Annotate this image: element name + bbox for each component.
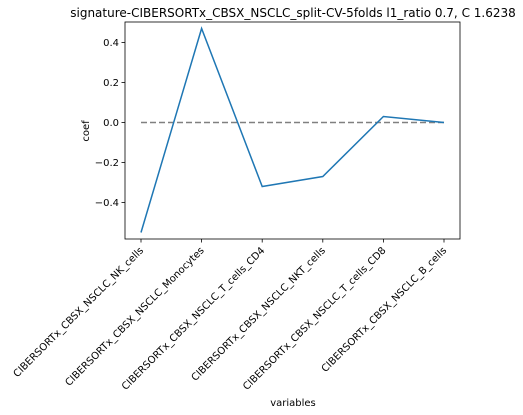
x-tick-label: CIBERSORTx_CBSX_NSCLC_NKT_cells bbox=[190, 245, 328, 383]
series-layer bbox=[141, 28, 444, 232]
y-tick-label: 0.0 bbox=[103, 118, 119, 129]
y-tick-label: 0.2 bbox=[103, 78, 119, 89]
x-tick-label: CIBERSORTx_CBSX_NSCLC_B_cells bbox=[320, 245, 449, 374]
chart-title: signature-CIBERSORTx_CBSX_NSCLC_split-CV… bbox=[70, 6, 516, 20]
y-axis-label: coef bbox=[81, 120, 92, 142]
y-tick-label: −0.4 bbox=[95, 198, 119, 209]
x-tick-label: CIBERSORTx_CBSX_NSCLC_NK_cells bbox=[12, 245, 147, 380]
x-axis-label: variables bbox=[270, 398, 316, 409]
y-tick-label: −0.2 bbox=[95, 158, 119, 169]
x-tick-label: CIBERSORTx_CBSX_NSCLC_Monocytes bbox=[63, 245, 206, 388]
y-tick-label: 0.4 bbox=[103, 38, 119, 49]
y-axis-ticks: −0.4 −0.2 0.0 0.2 0.4 bbox=[95, 38, 125, 209]
plot-area-frame bbox=[125, 22, 460, 239]
series-line-0 bbox=[141, 29, 444, 233]
x-axis-ticks: CIBERSORTx_CBSX_NSCLC_NK_cellsCIBERSORTx… bbox=[12, 239, 450, 393]
